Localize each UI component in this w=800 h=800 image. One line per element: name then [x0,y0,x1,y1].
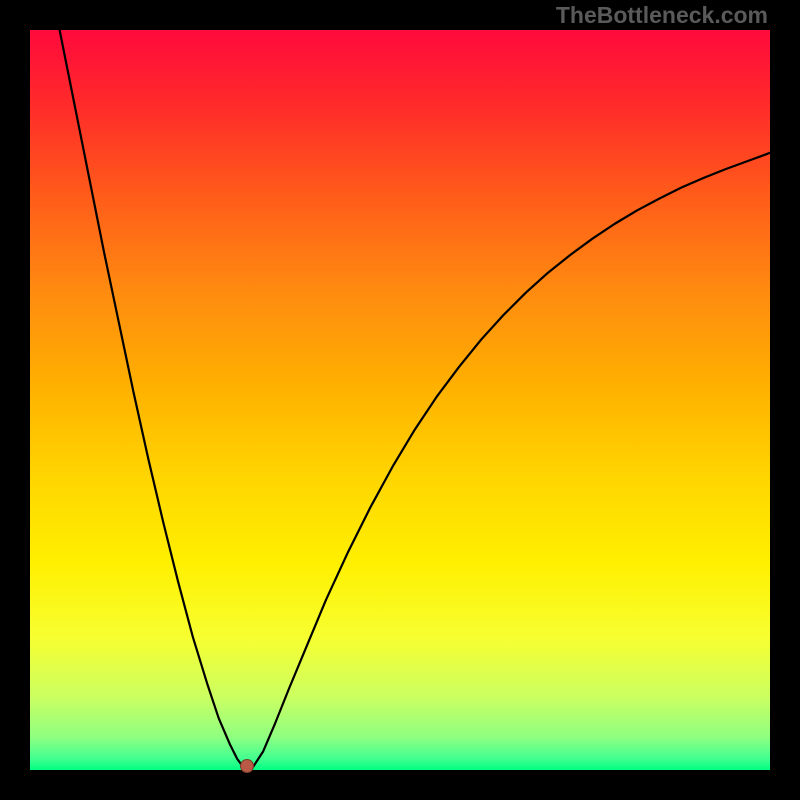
plot-area [30,30,770,770]
curve-svg [30,30,770,770]
bottleneck-curve [60,30,770,770]
minimum-marker [240,759,254,773]
watermark-text: TheBottleneck.com [556,2,768,29]
chart-container: TheBottleneck.com [0,0,800,800]
